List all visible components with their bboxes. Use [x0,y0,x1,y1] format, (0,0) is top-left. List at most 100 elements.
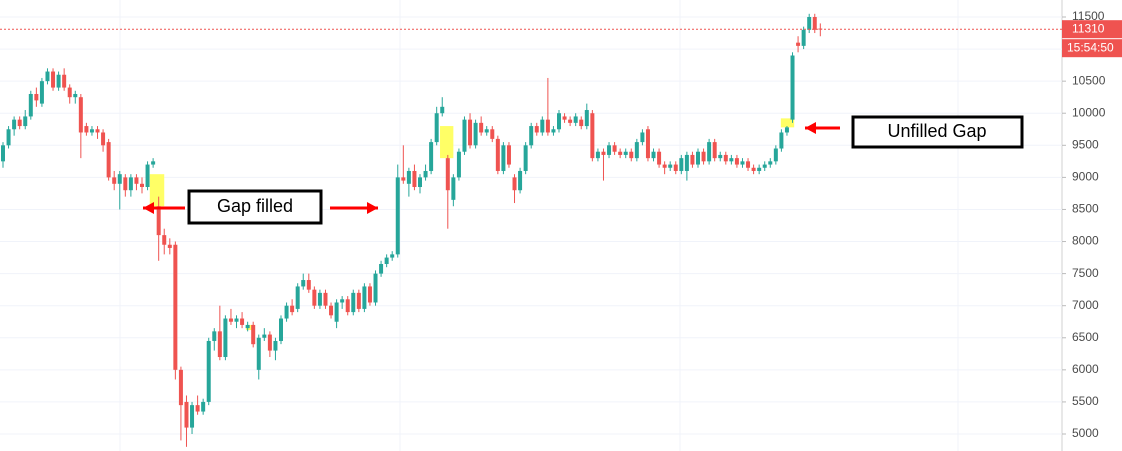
candle-body [390,254,395,258]
candle-body [740,161,745,165]
candle-body [557,113,561,130]
candle-body [195,405,200,412]
gap-highlight [440,126,454,159]
y-tick-label: 6500 [1072,330,1099,344]
candle-body [473,122,478,146]
y-tick-label: 5500 [1072,394,1099,408]
candle-body [12,119,17,130]
candle-body [212,331,217,341]
candle-body [145,164,150,188]
candle-body [240,318,245,325]
candle-body [657,151,662,165]
candle-body [645,129,650,159]
candle-body [684,154,689,171]
candle-body [128,177,133,191]
candle-body [262,334,267,338]
y-tick-label: 7000 [1072,298,1099,312]
candle-body [356,292,361,309]
candle-body [762,164,767,168]
candle-body [329,305,334,316]
candle-body [734,158,739,165]
candle-body [123,177,128,191]
candle-body [151,161,156,165]
candle-body [245,324,250,329]
candle-body [768,161,773,165]
candle-body [401,177,406,181]
last-price-label: 11310 [1072,21,1105,35]
candle-body [51,71,56,88]
candle-body [95,129,100,133]
candle-body [84,126,89,133]
candle-body [807,17,812,30]
candle-body [39,81,44,104]
candle-body [345,299,350,313]
candle-body [106,142,111,178]
candle-body [579,119,584,127]
y-tick-label: 10500 [1072,73,1106,87]
candle-body [796,42,801,46]
candle-body [590,113,595,159]
candle-body [668,164,673,168]
candle-body [751,167,756,171]
candle-body [62,74,67,88]
candle-body [701,151,706,162]
candle-body [784,127,789,133]
candle-body [206,340,211,402]
y-tick-label: 6000 [1072,362,1099,376]
annotation-box [851,115,1024,149]
candle-body [140,183,144,188]
candle-body [445,158,450,191]
candle-body [712,142,717,159]
y-tick-label: 8000 [1072,234,1099,248]
candle-body [267,334,272,351]
candle-body [718,154,723,159]
candle-body [707,142,712,162]
candle-body [618,151,623,155]
candle-body [1,145,5,162]
candle-body [173,244,178,370]
candle-body [201,401,206,412]
candle-body [612,145,617,152]
candle-body [757,167,762,171]
candle-body [256,337,261,370]
candle-body [190,405,195,428]
candle-body [17,119,22,127]
candle-body [640,132,645,143]
candle-body [45,71,50,82]
candle-body [362,286,367,309]
candle-body [134,177,139,184]
candle-body [217,331,222,358]
candle-body [696,151,700,165]
candle-body [729,158,734,162]
y-tick-label: 9500 [1072,137,1099,151]
candle-body [584,110,589,127]
candle-body [490,129,495,139]
candle-body [506,145,511,165]
candle-body [634,142,639,159]
candle-body [367,286,372,303]
candle-body [534,126,539,133]
candle-body [323,292,328,306]
candle-body [573,116,578,123]
candle-body [529,126,534,146]
y-tick-label: 7500 [1072,266,1099,280]
candle-body [251,324,256,345]
candle-body [568,119,573,123]
arrow-head [805,122,816,134]
candle-body [167,244,172,248]
candle-body [456,151,461,178]
candle-body [184,401,189,428]
annotation: Gap filled [217,196,293,216]
candle-body [379,263,384,274]
countdown-box [1062,39,1122,58]
candle-body [562,116,567,120]
candle-body [279,318,283,341]
candle-body [479,122,484,133]
candle-body [228,318,233,322]
candle-body [156,206,161,236]
candle-body [290,305,295,313]
candle-body [301,280,306,287]
candle-body [306,280,311,290]
candle-body [23,116,28,127]
gap-highlight [149,174,165,207]
